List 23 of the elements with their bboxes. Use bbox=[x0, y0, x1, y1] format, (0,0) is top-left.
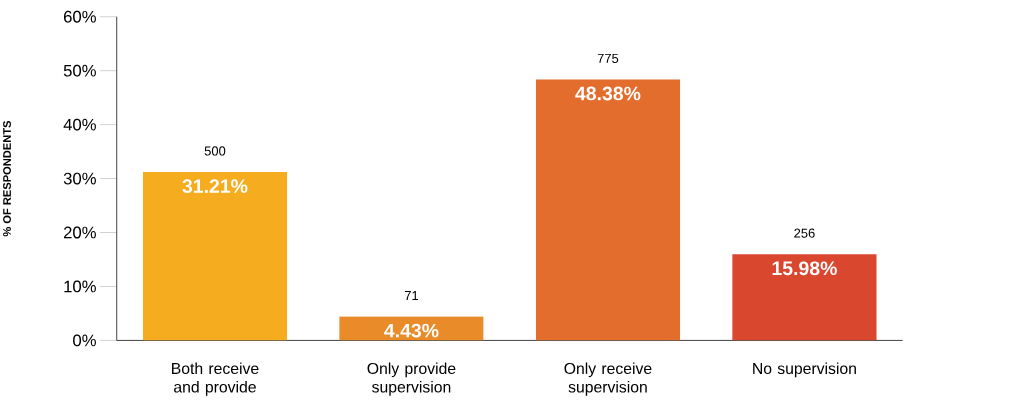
y-axis-title: % OF RESPONDENTS bbox=[3, 121, 11, 237]
y-tick-label: 60% bbox=[63, 10, 96, 23]
y-tick-label: 20% bbox=[63, 226, 96, 239]
y-tick-label: 40% bbox=[63, 118, 96, 131]
bar bbox=[142, 172, 288, 341]
annotation: 71 bbox=[404, 291, 419, 301]
x-tick-label: Only receive supervision bbox=[564, 362, 652, 396]
data-label: 31.21% bbox=[182, 179, 248, 194]
x-tick-label: Only provide supervision bbox=[367, 362, 456, 396]
annotation: 775 bbox=[597, 54, 619, 64]
y-tick-label: 0% bbox=[73, 334, 96, 347]
y-tick-label: 50% bbox=[63, 64, 96, 77]
annotation: 500 bbox=[204, 146, 226, 156]
data-label: 15.98% bbox=[772, 261, 837, 276]
bar bbox=[732, 254, 877, 341]
annotation: 256 bbox=[794, 228, 815, 238]
y-tick-label: 30% bbox=[63, 172, 96, 185]
data-label: 4.43% bbox=[384, 323, 439, 338]
x-tick-label: No supervision bbox=[753, 362, 856, 378]
bar bbox=[535, 79, 681, 341]
data-label: 48.38% bbox=[575, 86, 641, 101]
y-tick-label: 10% bbox=[64, 280, 96, 293]
x-tick-label: Both receive and provide bbox=[172, 362, 259, 396]
